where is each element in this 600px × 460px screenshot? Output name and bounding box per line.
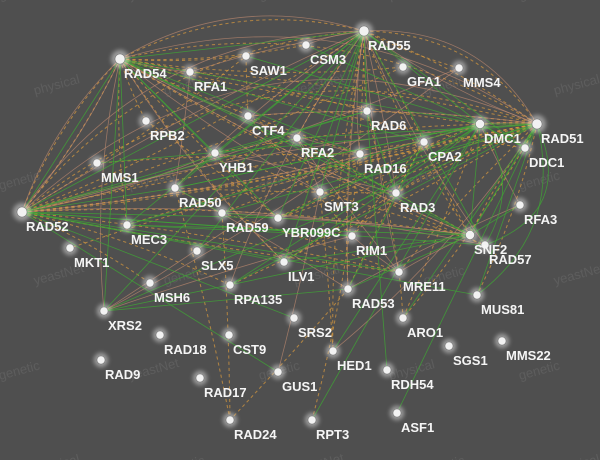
svg-text:RAD6: RAD6 [371,118,406,133]
svg-text:GUS1: GUS1 [282,379,317,394]
svg-text:physical: physical [32,451,81,460]
svg-text:ASF1: ASF1 [401,420,434,435]
svg-text:RAD24: RAD24 [234,427,277,442]
svg-text:physical: physical [32,71,81,98]
svg-text:HED1: HED1 [337,358,372,373]
svg-text:genetic: genetic [517,0,562,3]
svg-text:genetic: genetic [517,167,562,192]
svg-text:RAD55: RAD55 [368,38,411,53]
svg-text:MMS4: MMS4 [463,75,501,90]
svg-text:physical: physical [387,0,436,3]
svg-text:RAD57: RAD57 [489,252,532,267]
svg-text:RAD53: RAD53 [352,296,395,311]
svg-text:physical: physical [552,71,600,98]
svg-text:RFA2: RFA2 [301,145,334,160]
svg-text:RAD59: RAD59 [226,220,269,235]
svg-text:SMT3: SMT3 [324,199,359,214]
svg-text:RIM1: RIM1 [356,243,387,258]
svg-text:SGS1: SGS1 [453,353,488,368]
svg-text:MKT1: MKT1 [74,255,109,270]
svg-text:yeastNet: yeastNet [292,450,346,460]
svg-text:MMS1: MMS1 [101,170,139,185]
svg-text:yeastNet: yeastNet [127,0,181,3]
svg-text:CTF4: CTF4 [252,123,285,138]
svg-text:MRE11: MRE11 [403,279,446,294]
svg-text:GFA1: GFA1 [407,74,441,89]
svg-text:MEC3: MEC3 [131,232,167,247]
svg-text:RAD17: RAD17 [204,385,247,400]
svg-text:genetic: genetic [422,452,467,460]
svg-text:RPB2: RPB2 [150,128,185,143]
svg-text:RAD16: RAD16 [364,161,407,176]
svg-text:SRS2: SRS2 [298,325,332,340]
svg-text:genetic: genetic [0,0,42,3]
svg-text:RDH54: RDH54 [391,377,434,392]
svg-text:CST9: CST9 [233,342,266,357]
svg-text:DMC1: DMC1 [484,131,521,146]
svg-text:MSH6: MSH6 [154,290,190,305]
svg-text:RPT3: RPT3 [316,427,349,442]
svg-text:genetic: genetic [257,0,302,3]
svg-text:genetic: genetic [0,167,42,192]
svg-text:YBR099C: YBR099C [282,225,341,240]
svg-text:RAD18: RAD18 [164,342,207,357]
svg-text:RAD9: RAD9 [105,367,140,382]
svg-text:YHB1: YHB1 [219,160,254,175]
svg-text:yeastNet: yeastNet [552,260,600,288]
svg-text:RPA135: RPA135 [234,292,282,307]
svg-text:RAD3: RAD3 [400,200,435,215]
svg-text:DDC1: DDC1 [529,155,564,170]
svg-text:MUS81: MUS81 [481,302,524,317]
svg-text:SLX5: SLX5 [201,258,234,273]
svg-text:ILV1: ILV1 [288,269,315,284]
svg-text:RFA3: RFA3 [524,212,557,227]
svg-text:physical: physical [552,451,600,460]
svg-text:CSM3: CSM3 [310,52,346,67]
svg-text:ARO1: ARO1 [407,325,443,340]
svg-text:genetic: genetic [0,357,42,382]
svg-text:MMS22: MMS22 [506,348,551,363]
svg-text:RFA1: RFA1 [194,79,227,94]
svg-text:RAD54: RAD54 [124,66,167,81]
svg-text:CPA2: CPA2 [428,149,462,164]
svg-text:XRS2: XRS2 [108,318,142,333]
svg-text:RAD51: RAD51 [541,131,584,146]
svg-text:SAW1: SAW1 [250,63,287,78]
svg-text:genetic: genetic [162,452,207,460]
svg-text:RAD50: RAD50 [179,195,222,210]
svg-text:RAD52: RAD52 [26,219,69,234]
